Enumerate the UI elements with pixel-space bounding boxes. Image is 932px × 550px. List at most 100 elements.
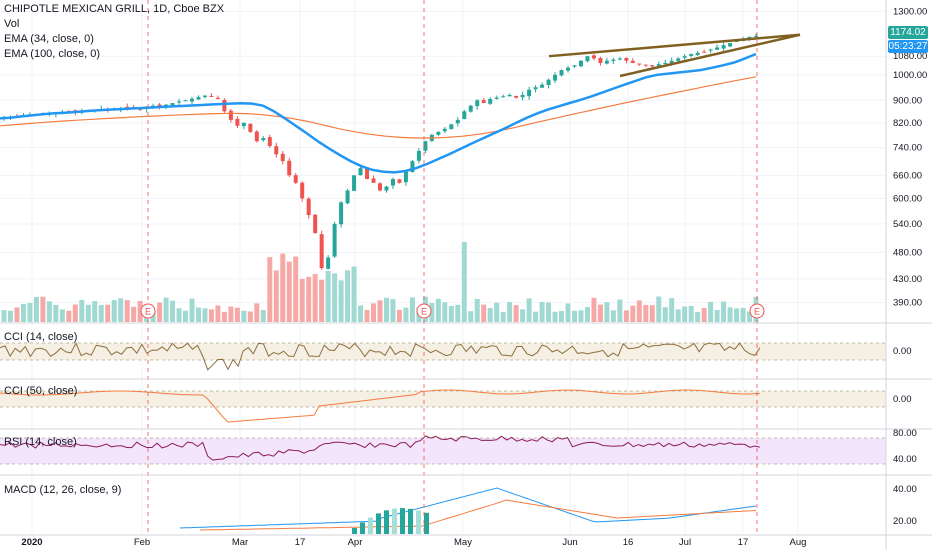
volume-bar (494, 302, 500, 322)
candle-body (481, 100, 486, 104)
volume-bar (299, 278, 305, 322)
price-tick-label: 1080.00 (893, 51, 927, 62)
volume-bar (539, 301, 545, 322)
volume-bar (157, 302, 163, 322)
candle-body (390, 179, 395, 186)
volume-bar (105, 304, 111, 322)
cci50-line (0, 389, 761, 423)
volume-label[interactable]: Vol (4, 18, 20, 30)
volume-bar (578, 310, 584, 322)
macd-histogram-bar (368, 517, 373, 534)
volume-bar (377, 300, 383, 322)
price-axis[interactable]: 1300.00 1080.00 1000.00 900.00 820.00 740.00 6… (893, 6, 927, 527)
volume-bar (565, 303, 571, 322)
candle-body (695, 52, 700, 55)
ema34-line (0, 52, 757, 174)
macd-signal-line (199, 499, 757, 531)
cci50-label[interactable]: CCI (50, close) (4, 385, 78, 397)
volume-bars (1, 242, 759, 322)
candle-body (468, 105, 473, 112)
rsi-label[interactable]: RSI (14, close) (4, 436, 77, 448)
candle-body (241, 122, 246, 127)
candle-body (559, 70, 564, 76)
volume-bar (455, 304, 461, 322)
volume-bar (72, 304, 78, 322)
candle-body (663, 63, 668, 65)
candle-body (190, 98, 194, 102)
volume-bar (630, 305, 636, 322)
volume-bar (533, 311, 539, 322)
ema34-label[interactable]: EMA (34, close, 0) (4, 33, 94, 45)
candle-body (527, 89, 532, 97)
earnings-letter: E (754, 307, 760, 317)
volume-bar (571, 310, 577, 322)
time-tick-label: Jul (679, 537, 691, 548)
candle-body (682, 56, 687, 58)
time-axis[interactable]: 2020 Feb Mar 17 Apr May Jun 16 Jul 17 Aug (21, 537, 806, 548)
indicator-tick-label: 40.00 (893, 484, 917, 495)
price-tick-label: 480.00 (893, 247, 922, 258)
candle-body (319, 234, 324, 269)
earnings-circle (749, 303, 765, 319)
candle-body (578, 60, 583, 67)
time-tick-label: Jun (562, 537, 577, 548)
rising-wedge-drawing[interactable] (548, 33, 801, 78)
volume-bar (740, 307, 746, 322)
moving-averages (0, 52, 757, 174)
candle-body (280, 153, 285, 162)
ema100-label[interactable]: EMA (100, close, 0) (4, 48, 100, 60)
price-tick-label: 600.00 (893, 193, 922, 204)
volume-bar (189, 298, 195, 322)
candle-body (274, 146, 279, 155)
volume-bar (358, 305, 364, 322)
volume-bar (137, 301, 143, 322)
earnings-letter: E (145, 307, 151, 317)
candle-body (345, 190, 350, 204)
candle-body (455, 119, 460, 124)
macd-label[interactable]: MACD (12, 26, close, 9) (4, 484, 122, 496)
volume-bar (604, 302, 610, 322)
volume-bar (610, 310, 616, 322)
cci14-label[interactable]: CCI (14, close) (4, 331, 78, 343)
candles (2, 33, 758, 270)
candle-body (196, 97, 201, 100)
candle-body (520, 94, 525, 98)
volume-bar (675, 309, 681, 322)
candle-body (306, 198, 311, 216)
candle-body (235, 118, 240, 126)
volume-bar (526, 298, 532, 322)
volume-bar (747, 311, 753, 322)
volume-bar (390, 299, 396, 322)
volume-bar (195, 307, 201, 322)
volume-bar (98, 304, 104, 322)
volume-bar (260, 310, 266, 322)
candle-body (326, 257, 331, 269)
volume-bar (254, 303, 260, 322)
volume-bar (85, 304, 91, 322)
price-tick-label: 390.00 (893, 298, 922, 309)
volume-bar (623, 310, 629, 322)
candle-body (624, 57, 629, 61)
candle-body (365, 168, 370, 180)
wedge-upper-line (548, 33, 801, 58)
volume-bar (708, 301, 714, 322)
volume-bar (597, 304, 603, 322)
volume-bar (319, 279, 325, 322)
candle-body (287, 160, 292, 176)
volume-bar (280, 253, 286, 322)
cci14-line (0, 342, 761, 371)
symbol-title[interactable]: CHIPOTLE MEXICAN GRILL, 1D, Cboe BZX (4, 3, 225, 15)
candle-body (708, 49, 713, 51)
candle-body (540, 84, 545, 88)
macd-histogram-bar (360, 522, 365, 534)
candle-body (410, 161, 415, 173)
volume-bar (234, 307, 240, 322)
volume-bar (27, 303, 33, 322)
volume-bar (66, 310, 72, 322)
candle-body (715, 47, 720, 50)
candle-body (656, 64, 661, 67)
volume-bar (682, 306, 688, 322)
